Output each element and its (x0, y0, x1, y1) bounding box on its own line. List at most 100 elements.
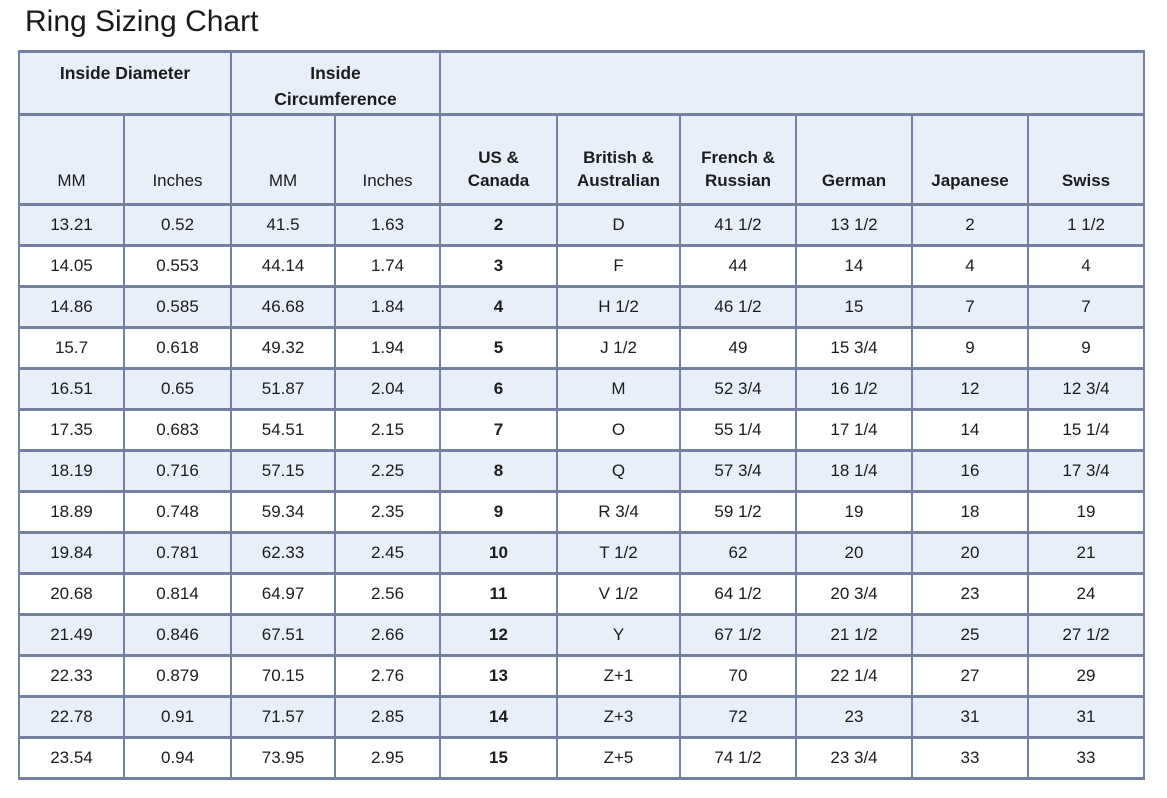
table-cell: 12 (911, 366, 1030, 411)
column-header-row: MM Inches MM Inches US & Canada British … (18, 112, 1146, 206)
table-cell: 2.04 (334, 366, 442, 411)
table-cell: 17 3/4 (1027, 448, 1146, 493)
table-cell: 16 1/2 (795, 366, 914, 411)
table-cell: 8 (439, 448, 559, 493)
table-cell: 18 (911, 489, 1030, 534)
table-cell: 19 (795, 489, 914, 534)
table-cell: 46.68 (230, 284, 337, 329)
table-cell: 7 (439, 407, 559, 452)
col-header-us-canada: US & Canada (439, 112, 559, 206)
table-cell: 71.57 (230, 694, 337, 739)
table-cell: 23.54 (18, 735, 125, 780)
table-cell: 0.94 (122, 735, 233, 780)
table-cell: 23 (911, 571, 1030, 616)
table-cell: 13.21 (18, 202, 125, 247)
col-header-british-australian: British & Australian (556, 112, 682, 206)
table-cell: 2.45 (334, 530, 442, 575)
table-cell: 49 (679, 325, 798, 370)
table-cell: 0.65 (122, 366, 233, 411)
table-cell: 19 (1027, 489, 1146, 534)
table-cell: 7 (911, 284, 1030, 329)
table-cell: 72 (679, 694, 798, 739)
table-row: 22.78 0.91 71.57 2.85 14 Z+3 72 23 31 31 (18, 694, 1146, 739)
table-cell: 11 (439, 571, 559, 616)
table-cell: 14 (795, 243, 914, 288)
table-cell: 12 (439, 612, 559, 657)
table-cell: 23 3/4 (795, 735, 914, 780)
table-cell: 33 (911, 735, 1030, 780)
table-cell: D (556, 202, 682, 247)
table-cell: 2.85 (334, 694, 442, 739)
table-cell: 62.33 (230, 530, 337, 575)
table-cell: 59.34 (230, 489, 337, 534)
table-cell: R 3/4 (556, 489, 682, 534)
col-header-circumference-mm: MM (230, 112, 337, 206)
table-cell: Y (556, 612, 682, 657)
table-cell: Z+1 (556, 653, 682, 698)
table-cell: 10 (439, 530, 559, 575)
table-cell: 0.879 (122, 653, 233, 698)
table-cell: 20 (911, 530, 1030, 575)
table-cell: 0.716 (122, 448, 233, 493)
table-cell: 41 1/2 (679, 202, 798, 247)
table-row: 16.51 0.65 51.87 2.04 6 M 52 3/4 16 1/2 12 12 3/4 (18, 366, 1146, 411)
table-cell: 6 (439, 366, 559, 411)
table-cell: F (556, 243, 682, 288)
table-row: 18.89 0.748 59.34 2.35 9 R 3/4 59 1/2 19 18 19 (18, 489, 1146, 534)
table-cell: 62 (679, 530, 798, 575)
table-cell: 7 (1027, 284, 1146, 329)
table-cell: 64.97 (230, 571, 337, 616)
table-cell: M (556, 366, 682, 411)
table-cell: 24 (1027, 571, 1146, 616)
table-cell: 17 1/4 (795, 407, 914, 452)
table-cell: 74 1/2 (679, 735, 798, 780)
table-cell: 1 1/2 (1027, 202, 1146, 247)
table-cell: Q (556, 448, 682, 493)
table-cell: 13 (439, 653, 559, 698)
table-cell: 20 3/4 (795, 571, 914, 616)
table-row: 17.35 0.683 54.51 2.15 7 O 55 1/4 17 1/4 14 15 1/… (18, 407, 1146, 452)
table-cell: 51.87 (230, 366, 337, 411)
table-cell: 70.15 (230, 653, 337, 698)
table-row: 21.49 0.846 67.51 2.66 12 Y 67 1/2 21 1/2 25 27 1… (18, 612, 1146, 657)
table-cell: 49.32 (230, 325, 337, 370)
table-cell: 14 (439, 694, 559, 739)
table-cell: 14 (911, 407, 1030, 452)
table-cell: 33 (1027, 735, 1146, 780)
table-cell: 2 (911, 202, 1030, 247)
table-cell: 22 1/4 (795, 653, 914, 698)
group-header-label: Inside Circumference (274, 63, 397, 110)
page: Ring Sizing Chart Inside Diameter Inside… (0, 5, 1167, 780)
table-cell: 15 (795, 284, 914, 329)
table-row: 20.68 0.814 64.97 2.56 11 V 1/2 64 1/2 20 3/4 23… (18, 571, 1146, 616)
table-cell: 2.66 (334, 612, 442, 657)
page-title: Ring Sizing Chart (25, 5, 259, 38)
col-header-diameter-inches: Inches (122, 112, 233, 206)
table-cell: 14.86 (18, 284, 125, 329)
table-cell: 22.33 (18, 653, 125, 698)
table-cell: 4 (911, 243, 1030, 288)
table-cell: 64 1/2 (679, 571, 798, 616)
table-cell: 2.35 (334, 489, 442, 534)
table-cell: 57 3/4 (679, 448, 798, 493)
table-cell: 23 (795, 694, 914, 739)
table-cell: 44 (679, 243, 798, 288)
table-cell: 15.7 (18, 325, 125, 370)
col-header-french-russian: French & Russian (679, 112, 798, 206)
table-cell: 16.51 (18, 366, 125, 411)
table-cell: T 1/2 (556, 530, 682, 575)
table-cell: 0.846 (122, 612, 233, 657)
table-cell: 19.84 (18, 530, 125, 575)
table-header: Inside Diameter Inside Circumference MM … (17, 50, 1146, 206)
table-row: 19.84 0.781 62.33 2.45 10 T 1/2 62 20 20 21 (18, 530, 1146, 575)
col-header-diameter-mm: MM (18, 112, 125, 206)
col-header-circumference-inches: Inches (334, 112, 442, 206)
table-cell: 59 1/2 (679, 489, 798, 534)
col-header-swiss: Swiss (1027, 112, 1146, 206)
table-row: 14.05 0.553 44.14 1.74 3 F 44 14 4 4 (18, 243, 1146, 288)
table-cell: 17.35 (18, 407, 125, 452)
table-cell: 2 (439, 202, 559, 247)
table-cell: 2.25 (334, 448, 442, 493)
table-cell: O (556, 407, 682, 452)
table-cell: 15 1/4 (1027, 407, 1146, 452)
